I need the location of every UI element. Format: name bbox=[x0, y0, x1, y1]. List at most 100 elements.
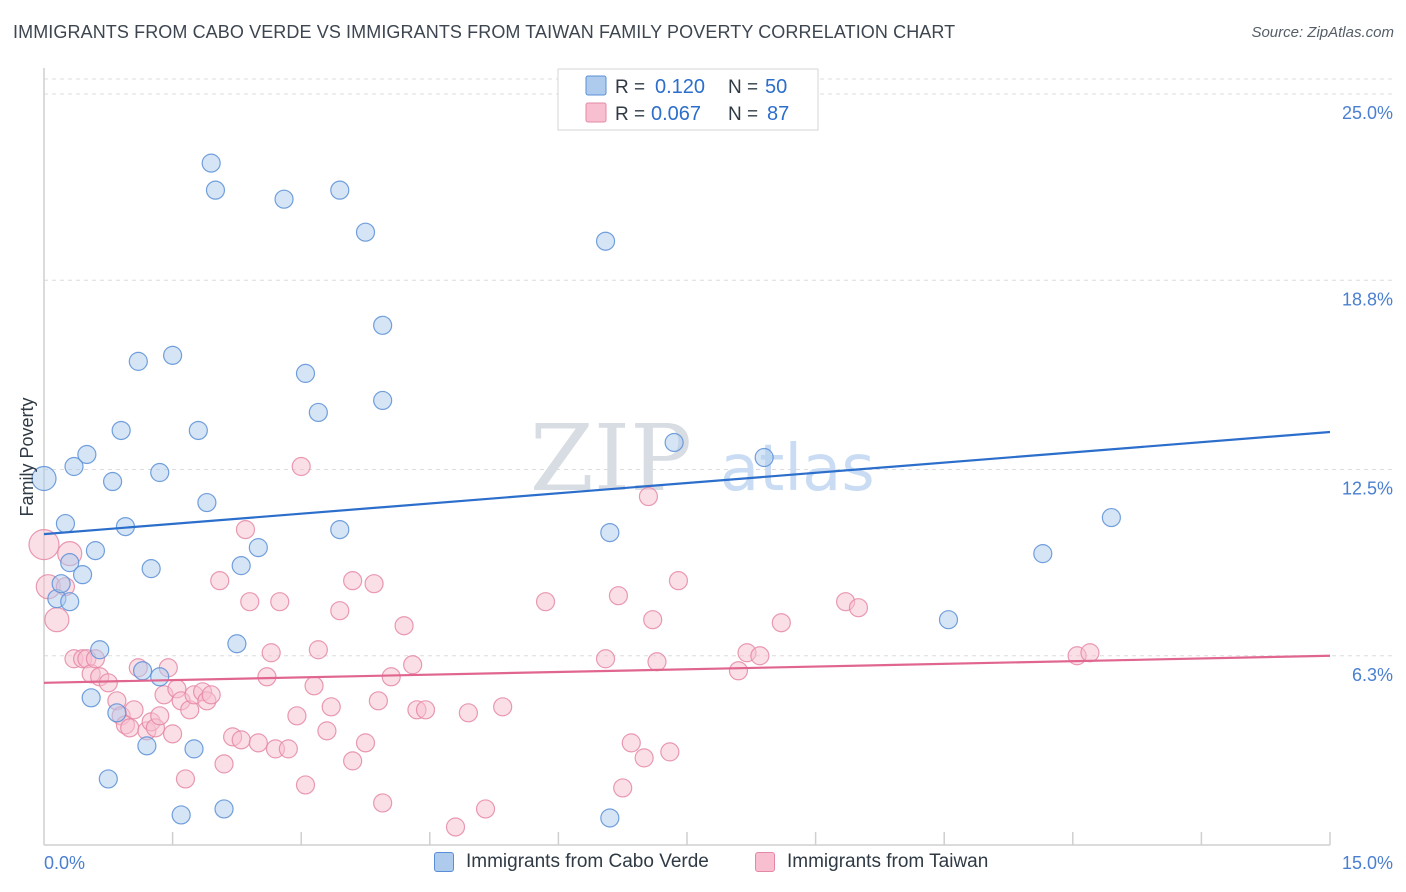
cabo-verde-point-9 bbox=[81, 688, 101, 708]
taiwan-point-71 bbox=[613, 778, 633, 798]
taiwan-point-24 bbox=[163, 724, 183, 744]
legend-r-label-2: R = bbox=[615, 104, 645, 125]
cabo-verde-point-27 bbox=[197, 492, 217, 513]
cabo-verde-point-39 bbox=[355, 222, 376, 242]
taiwan-point-77 bbox=[660, 742, 680, 762]
y-axis-label: Family Poverty bbox=[17, 397, 37, 516]
cabo-verde-points bbox=[31, 153, 1121, 828]
taiwan-point-53 bbox=[343, 751, 363, 771]
taiwan-point-27 bbox=[175, 769, 196, 789]
x-tick-label-min: 0.0% bbox=[44, 853, 85, 873]
cabo-verde-point-44 bbox=[600, 808, 620, 828]
cabo-verde-point-6 bbox=[64, 456, 84, 477]
taiwan-point-52 bbox=[330, 601, 350, 621]
cabo-verde-point-19 bbox=[137, 736, 157, 756]
taiwan-point-72 bbox=[621, 733, 641, 753]
taiwan-point-33 bbox=[210, 571, 230, 591]
cabo-verde-point-15 bbox=[111, 420, 131, 441]
cabo-verde-point-13 bbox=[102, 471, 123, 492]
taiwan-point-15 bbox=[120, 718, 140, 738]
taiwan-point-0 bbox=[28, 529, 60, 561]
cabo-verde-point-2 bbox=[51, 574, 71, 594]
x-tick-label-max: 15.0% bbox=[1342, 853, 1393, 873]
legend-item-cabo-verde: Immigrants from Cabo Verde bbox=[434, 851, 709, 873]
legend-swatch-taiwan bbox=[585, 102, 607, 123]
taiwan-point-57 bbox=[368, 691, 388, 711]
legend-n-value-2: 87 bbox=[767, 103, 789, 125]
correlation-legend: R = 0.120 N = 50 R = 0.067 N = 87 bbox=[557, 68, 819, 131]
taiwan-point-81 bbox=[750, 646, 770, 666]
taiwan-point-37 bbox=[235, 519, 256, 540]
axes bbox=[43, 68, 1331, 846]
cabo-verde-point-36 bbox=[308, 402, 328, 423]
cabo-verde-point-34 bbox=[274, 189, 294, 209]
taiwan-point-66 bbox=[475, 799, 496, 819]
taiwan-point-78 bbox=[668, 571, 689, 591]
cabo-verde-trend-line bbox=[43, 430, 1331, 536]
cabo-verde-point-25 bbox=[184, 739, 204, 759]
cabo-verde-point-14 bbox=[107, 703, 127, 723]
taiwan-point-39 bbox=[248, 733, 268, 753]
taiwan-point-67 bbox=[493, 697, 513, 717]
series-legend: Immigrants from Cabo Verde Immigrants fr… bbox=[0, 851, 1406, 879]
taiwan-point-50 bbox=[317, 721, 337, 741]
taiwan-point-45 bbox=[287, 706, 307, 726]
chart-title: IMMIGRANTS FROM CABO VERDE VS IMMIGRANTS… bbox=[13, 22, 956, 42]
legend-label-cabo-verde: Immigrants from Cabo Verde bbox=[466, 851, 709, 872]
taiwan-point-2 bbox=[44, 607, 70, 633]
cabo-verde-point-10 bbox=[85, 541, 106, 561]
legend-swatch-taiwan-bottom bbox=[755, 852, 775, 872]
taiwan-point-76 bbox=[647, 652, 667, 672]
taiwan-point-48 bbox=[304, 676, 324, 696]
taiwan-point-55 bbox=[355, 733, 376, 753]
y-tick-labels: 25.0% 18.8% 12.5% 6.3% bbox=[1342, 103, 1393, 685]
cabo-verde-point-35 bbox=[295, 363, 316, 383]
cabo-verde-point-20 bbox=[141, 559, 161, 579]
taiwan-point-65 bbox=[458, 703, 478, 723]
taiwan-point-59 bbox=[381, 667, 401, 687]
taiwan-point-63 bbox=[415, 700, 436, 720]
cabo-verde-point-46 bbox=[754, 447, 774, 468]
legend-item-taiwan: Immigrants from Taiwan bbox=[755, 851, 988, 873]
taiwan-point-44 bbox=[278, 739, 298, 759]
taiwan-point-84 bbox=[848, 598, 869, 618]
cabo-verde-point-11 bbox=[90, 640, 110, 660]
y-tick-label-2: 12.5% bbox=[1342, 479, 1393, 499]
taiwan-point-70 bbox=[608, 586, 629, 606]
cabo-verde-point-12 bbox=[98, 769, 118, 789]
taiwan-point-43 bbox=[270, 592, 290, 612]
cabo-verde-point-23 bbox=[163, 345, 183, 365]
watermark-atlas: atlas bbox=[720, 432, 875, 506]
watermark-zip: ZIP bbox=[530, 405, 692, 512]
cabo-verde-point-18 bbox=[132, 661, 153, 681]
taiwan-point-21 bbox=[150, 706, 170, 726]
taiwan-point-40 bbox=[257, 667, 277, 687]
cabo-verde-point-4 bbox=[60, 553, 80, 573]
taiwan-point-68 bbox=[535, 592, 556, 612]
legend-swatch-cabo-verde bbox=[585, 75, 607, 96]
taiwan-point-54 bbox=[343, 571, 363, 591]
cabo-verde-point-40 bbox=[373, 390, 393, 411]
cabo-verde-point-24 bbox=[171, 805, 191, 825]
taiwan-point-41 bbox=[261, 643, 281, 663]
taiwan-point-74 bbox=[638, 486, 659, 507]
taiwan-trend-line bbox=[43, 654, 1331, 684]
legend-r-label-1: R = bbox=[615, 77, 645, 98]
legend-n-label-1: N = bbox=[728, 77, 758, 98]
cabo-verde-point-41 bbox=[373, 315, 393, 335]
taiwan-point-51 bbox=[321, 697, 341, 717]
cabo-verde-point-28 bbox=[201, 153, 221, 173]
cabo-verde-point-21 bbox=[150, 462, 170, 483]
taiwan-point-75 bbox=[643, 610, 663, 630]
cabo-verde-point-37 bbox=[330, 180, 350, 200]
source-credit: Source: ZipAtlas.com bbox=[1251, 24, 1394, 41]
taiwan-point-47 bbox=[295, 775, 316, 795]
taiwan-point-16 bbox=[124, 700, 144, 720]
taiwan-point-56 bbox=[364, 574, 384, 594]
x-tick-labels: 0.0% 15.0% bbox=[44, 853, 1393, 873]
cabo-verde-point-43 bbox=[600, 522, 620, 543]
cabo-verde-point-8 bbox=[77, 444, 97, 465]
cabo-verde-point-31 bbox=[227, 634, 247, 654]
cabo-verde-point-22 bbox=[150, 667, 170, 687]
cabo-verde-point-38 bbox=[330, 519, 350, 540]
